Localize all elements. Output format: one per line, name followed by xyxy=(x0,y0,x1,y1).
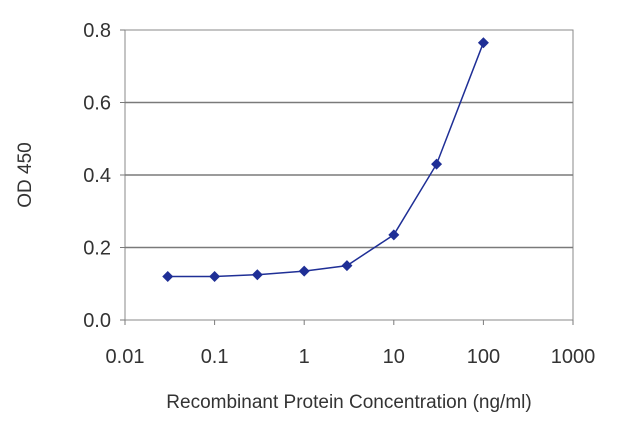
y-tick-label: 0.0 xyxy=(83,310,111,332)
y-axis: 0.0 0.2 0.4 0.6 0.8 xyxy=(83,20,125,332)
x-tick-label: 100 xyxy=(467,346,500,368)
x-tick-label: 1000 xyxy=(551,346,596,368)
series-line xyxy=(167,42,485,278)
grid-lines xyxy=(125,101,573,249)
x-tick-label: 0.01 xyxy=(106,346,145,368)
data-point xyxy=(431,158,443,170)
y-tick-label: 0.6 xyxy=(83,93,111,115)
data-point xyxy=(341,260,353,272)
y-tick-label: 0.2 xyxy=(83,238,111,260)
y-axis-title: OD 450 xyxy=(15,142,36,207)
y-tick-label: 0.8 xyxy=(83,20,111,42)
series-group xyxy=(162,37,489,282)
data-point xyxy=(209,271,221,282)
x-axis: 0.01 0.1 1 10 100 1000 xyxy=(106,320,596,368)
data-point xyxy=(477,37,489,49)
data-point xyxy=(298,265,310,277)
y-tick-label: 0.4 xyxy=(83,165,111,187)
data-point xyxy=(251,269,263,281)
x-tick-label: 1 xyxy=(299,346,310,368)
x-tick-label: 10 xyxy=(383,346,405,368)
data-point xyxy=(162,271,174,282)
x-tick-label: 0.1 xyxy=(201,346,229,368)
x-axis-title: Recombinant Protein Concentration (ng/ml… xyxy=(166,392,531,413)
data-point xyxy=(388,229,400,241)
